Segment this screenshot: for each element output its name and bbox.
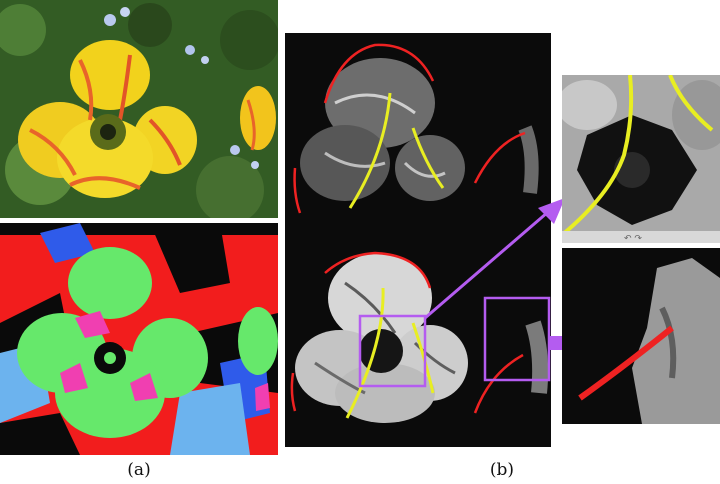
tulip-photo — [0, 0, 278, 218]
caption-a: (a) — [127, 460, 151, 480]
selection-box-center — [358, 314, 427, 388]
upper-flower — [300, 58, 539, 201]
inset-lower — [562, 248, 720, 424]
red-stroke — [323, 43, 435, 104]
yellow-stroke — [348, 92, 392, 209]
inset-upper: ↶ ↷ — [562, 75, 720, 243]
grayscale-panel — [285, 33, 551, 447]
segmentation-map — [0, 223, 278, 455]
rotate-arrows-icon: ↶ ↷ — [624, 234, 642, 243]
caption-b: (b) — [489, 460, 515, 480]
